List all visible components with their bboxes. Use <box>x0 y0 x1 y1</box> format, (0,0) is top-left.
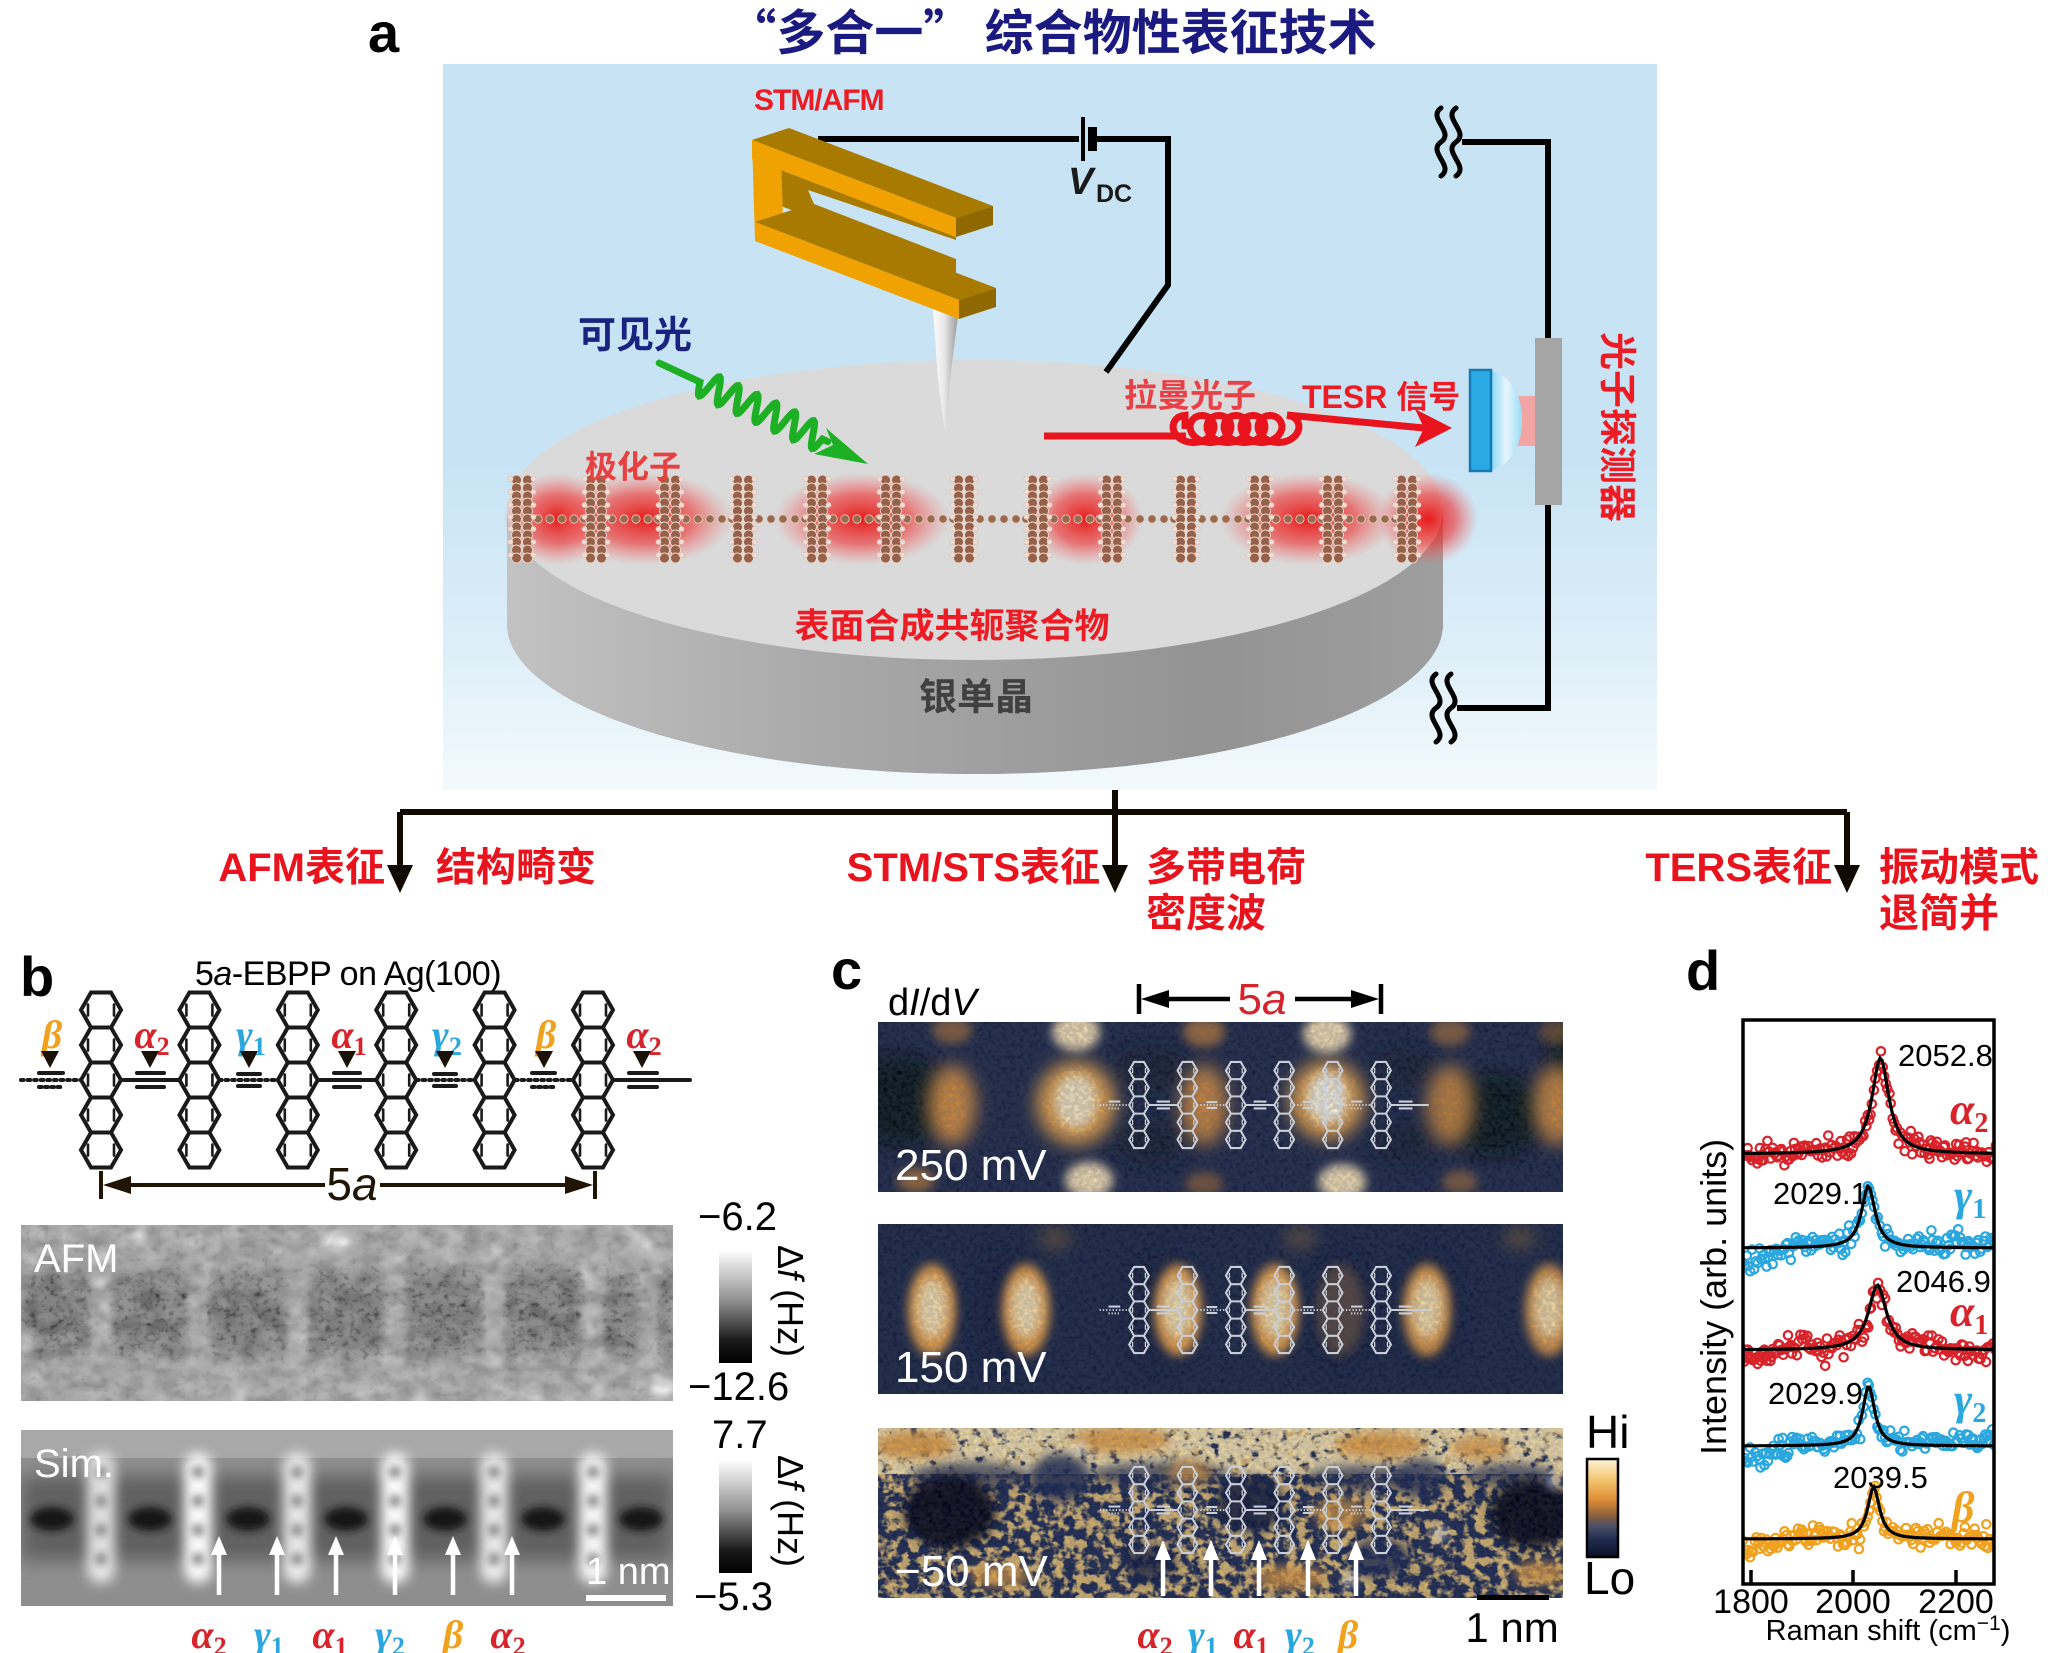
svg-text:150 mV: 150 mV <box>895 1343 1047 1392</box>
svg-text:Δf (Hz): Δf (Hz) <box>770 1245 811 1357</box>
svg-text:−12.6: −12.6 <box>688 1365 789 1409</box>
svg-text:α2: α2 <box>490 1612 525 1653</box>
svg-text:γ2: γ2 <box>1954 1375 1986 1429</box>
svg-text:STM/AFM: STM/AFM <box>754 84 884 117</box>
svg-text:d: d <box>1686 948 1720 1002</box>
svg-text:银单晶: 银单晶 <box>919 666 1033 721</box>
svg-text:γ1: γ1 <box>1188 1612 1218 1653</box>
svg-text:Sim.: Sim. <box>34 1442 114 1486</box>
svg-text:可见光: 可见光 <box>578 304 692 359</box>
svg-text:振动模式: 振动模式 <box>1879 835 2039 893</box>
svg-text:7.7: 7.7 <box>712 1413 768 1457</box>
svg-text:TERS表征: TERS表征 <box>1645 835 1832 893</box>
svg-text:β: β <box>441 1612 464 1653</box>
svg-text:光子探测器: 光子探测器 <box>1593 332 1648 522</box>
svg-text:a: a <box>368 1 400 64</box>
svg-text:α1: α1 <box>1233 1612 1268 1653</box>
svg-text:α1: α1 <box>312 1612 347 1653</box>
svg-text:2200: 2200 <box>1918 1583 1994 1621</box>
svg-text:α2: α2 <box>626 1012 661 1061</box>
svg-text:1 nm: 1 nm <box>1465 1604 1558 1651</box>
svg-text:γ2: γ2 <box>375 1612 405 1653</box>
svg-text:−50 mV: −50 mV <box>895 1547 1049 1596</box>
svg-text:Raman shift (cm−1): Raman shift (cm−1) <box>1766 1612 2011 1647</box>
svg-text:“多合一” 综合物性表征技术: “多合一” 综合物性表征技术 <box>727 0 1376 65</box>
svg-text:−6.2: −6.2 <box>698 1195 777 1239</box>
svg-text:2029.1: 2029.1 <box>1773 1176 1868 1211</box>
svg-text:1 nm: 1 nm <box>586 1551 670 1593</box>
svg-text:5a: 5a <box>326 1158 377 1210</box>
svg-text:γ1: γ1 <box>254 1612 284 1653</box>
svg-text:α2: α2 <box>191 1612 226 1653</box>
svg-text:Intensity (arb. units): Intensity (arb. units) <box>1693 1139 1734 1455</box>
svg-text:退简并: 退简并 <box>1879 881 1999 939</box>
svg-text:β: β <box>40 1012 63 1057</box>
svg-text:β: β <box>534 1012 557 1057</box>
svg-text:γ1: γ1 <box>1954 1171 1986 1225</box>
svg-text:极化子: 极化子 <box>585 442 681 488</box>
svg-text:结构畸变: 结构畸变 <box>436 835 596 893</box>
svg-text:多带电荷: 多带电荷 <box>1146 835 1306 893</box>
svg-text:表面合成共轭聚合物: 表面合成共轭聚合物 <box>794 598 1109 649</box>
svg-text:α2: α2 <box>1137 1612 1172 1653</box>
svg-text:2052.8: 2052.8 <box>1898 1038 1993 1073</box>
svg-text:250 mV: 250 mV <box>895 1141 1047 1190</box>
svg-text:Δf (Hz): Δf (Hz) <box>770 1455 811 1567</box>
svg-text:V: V <box>1068 161 1096 203</box>
svg-text:5a: 5a <box>1238 975 1287 1024</box>
svg-text:Lo: Lo <box>1584 1552 1635 1604</box>
svg-text:dI/dV: dI/dV <box>888 982 980 1024</box>
svg-text:2039.5: 2039.5 <box>1833 1460 1928 1495</box>
svg-text:γ2: γ2 <box>1285 1612 1315 1653</box>
svg-text:AFM: AFM <box>34 1237 118 1281</box>
svg-text:STM/STS表征: STM/STS表征 <box>847 835 1100 893</box>
svg-text:α2: α2 <box>1950 1085 1988 1139</box>
svg-text:1800: 1800 <box>1713 1583 1789 1621</box>
svg-text:AFM表征: AFM表征 <box>218 835 385 893</box>
svg-text:b: b <box>20 948 54 1008</box>
svg-text:拉曼光子: 拉曼光子 <box>1124 369 1256 417</box>
svg-text:β: β <box>1950 1483 1975 1532</box>
svg-text:c: c <box>831 948 862 1001</box>
svg-text:2000: 2000 <box>1815 1583 1891 1621</box>
svg-text:DC: DC <box>1096 180 1132 208</box>
svg-text:TESR 信号: TESR 信号 <box>1302 372 1460 418</box>
svg-text:2029.9: 2029.9 <box>1768 1376 1863 1411</box>
svg-text:β: β <box>1336 1612 1359 1653</box>
svg-text:5a-EBPP on Ag(100): 5a-EBPP on Ag(100) <box>195 955 501 993</box>
svg-text:−5.3: −5.3 <box>694 1575 773 1619</box>
svg-text:2046.9: 2046.9 <box>1896 1264 1991 1299</box>
svg-text:Hi: Hi <box>1586 1406 1629 1458</box>
svg-text:密度波: 密度波 <box>1146 881 1266 939</box>
